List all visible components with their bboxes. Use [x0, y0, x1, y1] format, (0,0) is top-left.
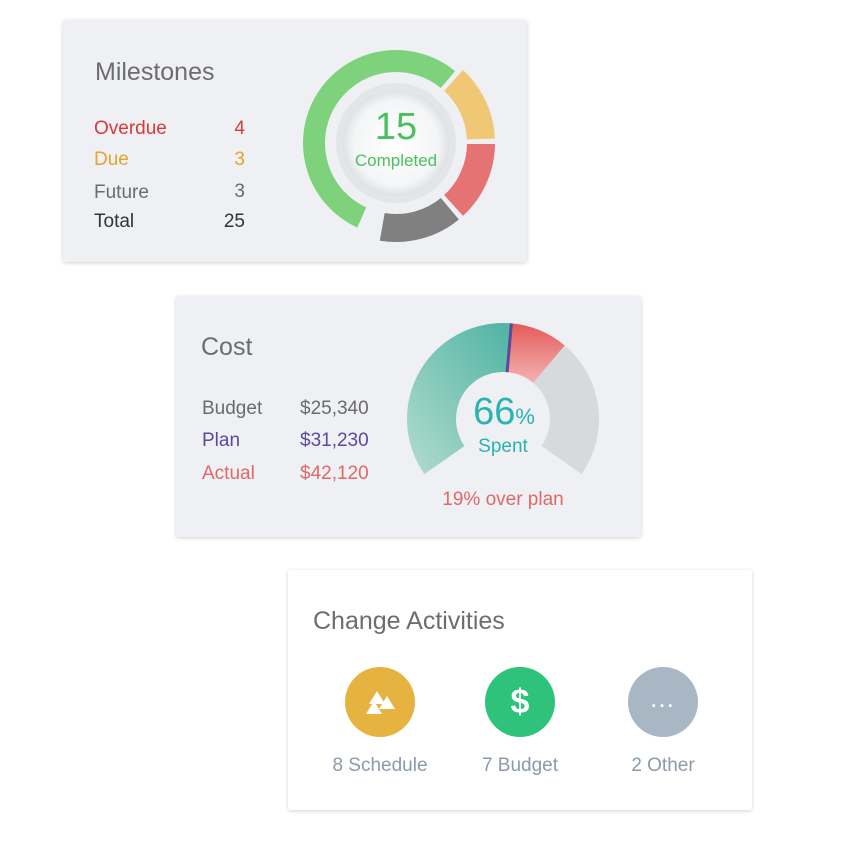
gauge-over-plan: [507, 323, 565, 383]
change-activities-title: Change Activities: [313, 607, 505, 635]
spent-percent: 66%: [454, 391, 554, 434]
budget-label: 7 Budget: [481, 755, 559, 776]
other-label: 2 Other: [631, 755, 695, 776]
milestone-overdue-value: 4: [234, 118, 245, 139]
actual-value: $42,120: [300, 463, 369, 484]
cost-title: Cost: [201, 333, 253, 361]
plan-label: Plan: [202, 430, 241, 451]
donut-segment-due: [441, 67, 497, 142]
milestones-donut: [301, 48, 498, 244]
milestone-overdue-label: Overdue: [94, 118, 167, 139]
milestone-total-label: Total: [94, 211, 135, 232]
actual-label: Actual: [202, 463, 255, 484]
donut-segment-overdue: [441, 142, 498, 219]
gauge-plan-marker: [505, 323, 513, 373]
dollar-icon: $: [510, 682, 530, 721]
gauge-spent-to-plan: [407, 323, 512, 475]
milestones-title: Milestones: [95, 58, 215, 86]
donut-segment-completed: [301, 48, 458, 231]
cost-gauge: [407, 323, 599, 475]
other-activity[interactable]: … 2 Other: [593, 667, 733, 777]
donut-segment-future: [377, 195, 462, 244]
other-icon-circle[interactable]: …: [628, 667, 698, 737]
over-plan-text: 19% over plan: [442, 489, 564, 510]
gauge-remaining: [533, 345, 599, 475]
schedule-icon-circle[interactable]: [345, 667, 415, 737]
completed-count: 15: [374, 106, 418, 148]
spent-percent-value: 66: [473, 391, 516, 433]
milestones-card[interactable]: Milestones Overdue 4 Due 3 Future 3 Tota…: [63, 20, 527, 262]
completed-label: Completed: [354, 151, 438, 170]
triangles-icon: [366, 691, 395, 714]
milestone-total-value: 25: [223, 211, 245, 232]
schedule-label: 8 Schedule: [332, 755, 428, 776]
budget-activity[interactable]: $ 7 Budget: [450, 667, 590, 777]
plan-value: $31,230: [300, 430, 369, 451]
more-icon: …: [649, 682, 677, 713]
cost-card[interactable]: Cost Budget $25,340 Plan $31,230 Actual …: [176, 296, 641, 537]
milestone-due-label: Due: [94, 149, 129, 170]
schedule-activity[interactable]: 8 Schedule: [310, 667, 450, 777]
budget-icon-circle[interactable]: $: [485, 667, 555, 737]
milestone-due-value: 3: [234, 149, 245, 170]
spent-label: Spent: [478, 436, 528, 457]
milestone-future-label: Future: [94, 182, 149, 203]
budget-label: Budget: [202, 398, 263, 419]
budget-value: $25,340: [300, 398, 369, 419]
donut-inner-face: [343, 90, 449, 196]
spent-percent-unit: %: [515, 404, 535, 429]
milestone-future-value: 3: [234, 181, 245, 202]
change-activities-card[interactable]: Change Activities 8 Schedule $ 7 Budget …: [288, 570, 752, 810]
